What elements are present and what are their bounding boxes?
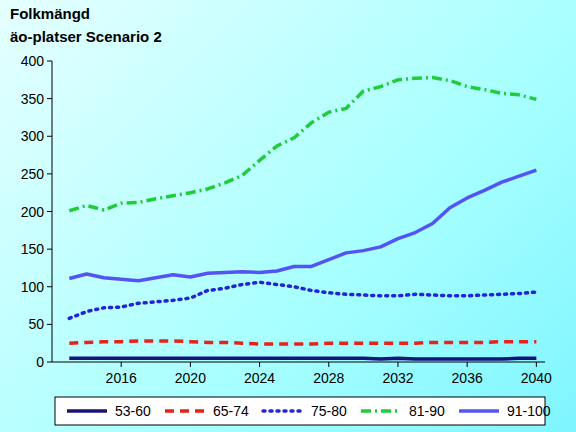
series-line — [69, 341, 536, 344]
x-tick-label: 2040 — [521, 370, 552, 386]
y-tick — [47, 286, 52, 287]
legend-swatch — [263, 409, 303, 413]
y-tick — [47, 98, 52, 99]
y-tick-label: 0 — [36, 354, 44, 370]
y-tick-label: 100 — [21, 279, 45, 295]
legend-label: 53-60 — [115, 403, 151, 419]
legend-label: 75-80 — [311, 403, 347, 419]
x-tick — [190, 362, 191, 367]
chart-root: Folkmängd äo-platser Scenario 2 0 50 100 150 2… — [0, 0, 576, 432]
y-tick-label: 150 — [21, 241, 45, 257]
series-line — [69, 356, 536, 360]
x-tick — [259, 362, 260, 367]
legend-label: 91-100 — [507, 403, 551, 419]
x-tick-label: 2016 — [106, 370, 137, 386]
x-tick-label: 2020 — [175, 370, 206, 386]
legend-swatch — [361, 409, 401, 413]
y-tick — [47, 362, 52, 363]
y-tick-label: 300 — [21, 128, 45, 144]
legend-swatch — [459, 409, 499, 413]
y-tick-label: 350 — [21, 91, 45, 107]
y-tick — [47, 136, 52, 137]
x-tick — [121, 362, 122, 367]
legend-label: 65-74 — [213, 403, 249, 419]
x-axis — [52, 362, 545, 363]
title: Folkmängd — [10, 5, 90, 22]
series-line — [69, 170, 536, 281]
y-tick — [47, 324, 52, 325]
x-tick-label: 2024 — [244, 370, 275, 386]
y-tick — [47, 61, 52, 62]
subtitle: äo-platser Scenario 2 — [10, 28, 162, 45]
legend: 53-60 65-74 75-80 81-90 91-100 — [55, 397, 551, 425]
y-tick-label: 200 — [21, 204, 45, 220]
y-tick-label: 400 — [21, 53, 45, 69]
y-tick — [47, 249, 52, 250]
x-tick — [467, 362, 468, 367]
y-tick-label: 250 — [21, 166, 45, 182]
x-tick-label: 2036 — [452, 370, 483, 386]
y-tick — [47, 173, 52, 174]
legend-box — [55, 397, 545, 425]
x-tick-label: 2032 — [382, 370, 413, 386]
legend-label: 81-90 — [409, 403, 445, 419]
chart-svg: Folkmängd äo-platser Scenario 2 0 50 100 150 2… — [0, 0, 576, 432]
x-tick — [328, 362, 329, 367]
x-tick — [397, 362, 398, 367]
x-tick — [536, 362, 537, 367]
legend-swatch — [67, 409, 107, 413]
series-line — [69, 78, 536, 211]
legend-swatch — [165, 409, 205, 413]
y-tick — [47, 211, 52, 212]
y-tick-label: 50 — [28, 316, 44, 332]
x-tick-label: 2028 — [313, 370, 344, 386]
series-line — [69, 282, 536, 318]
plot-area — [69, 78, 536, 359]
